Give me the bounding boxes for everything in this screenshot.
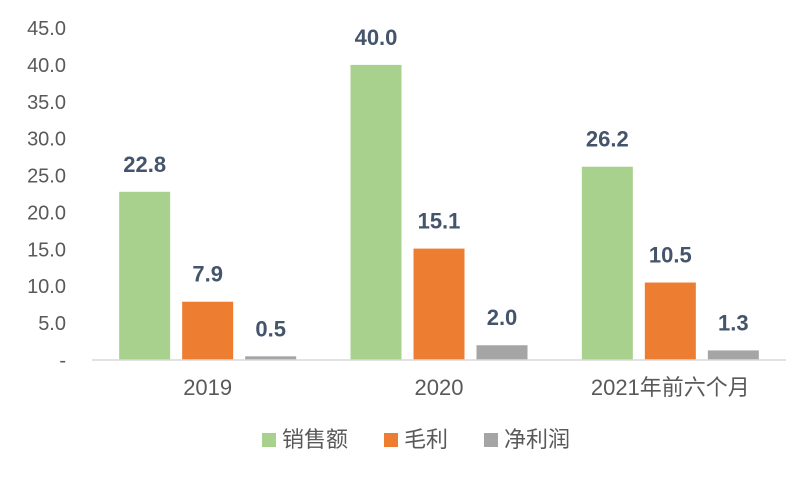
legend-swatch [262,433,276,447]
legend-label: 销售额 [282,427,348,452]
y-tick-label: - [59,350,66,372]
bar [350,64,402,360]
data-label: 22.8 [123,152,166,177]
bar [476,345,528,360]
data-label: 1.3 [718,310,749,335]
data-label: 10.5 [649,243,692,268]
data-label: 26.2 [586,127,629,152]
y-tick-label: 20.0 [27,202,66,224]
legend: 销售额 毛利 净利润 [262,427,570,452]
data-label: 0.5 [255,316,286,341]
x-tick-label: 2019 [183,375,232,400]
y-axis: - 5.0 10.0 15.0 20.0 25.0 30.0 35.0 40.0 45.0 [27,18,66,372]
y-tick-label: 5.0 [38,313,66,335]
bar [581,166,633,360]
y-tick-label: 35.0 [27,92,66,114]
y-tick-label: 25.0 [27,166,66,188]
y-tick-label: 40.0 [27,55,66,77]
bar [119,191,171,360]
y-tick-label: 45.0 [27,18,66,40]
data-label: 7.9 [192,262,223,287]
legend-swatch [484,433,498,447]
y-tick-label: 10.0 [27,276,66,298]
data-label: 2.0 [487,305,518,330]
y-tick-label: 30.0 [27,129,66,151]
x-tick-label: 2020 [415,375,464,400]
legend-swatch [384,433,398,447]
legend-label: 净利润 [504,427,570,452]
x-tick-label: 2021年前六个月 [591,375,750,400]
bar [182,301,234,360]
bar [644,282,696,360]
bar [707,350,759,360]
bars: 22.8 7.9 0.5 40.0 15.1 2.0 26.2 10.5 1.3 [119,25,759,360]
data-label: 40.0 [355,25,398,50]
bar [245,356,297,360]
bar [413,248,465,360]
legend-label: 毛利 [404,427,448,452]
x-axis: 2019 2020 2021年前六个月 [92,359,786,400]
data-label: 15.1 [418,209,461,234]
y-tick-label: 15.0 [27,239,66,261]
